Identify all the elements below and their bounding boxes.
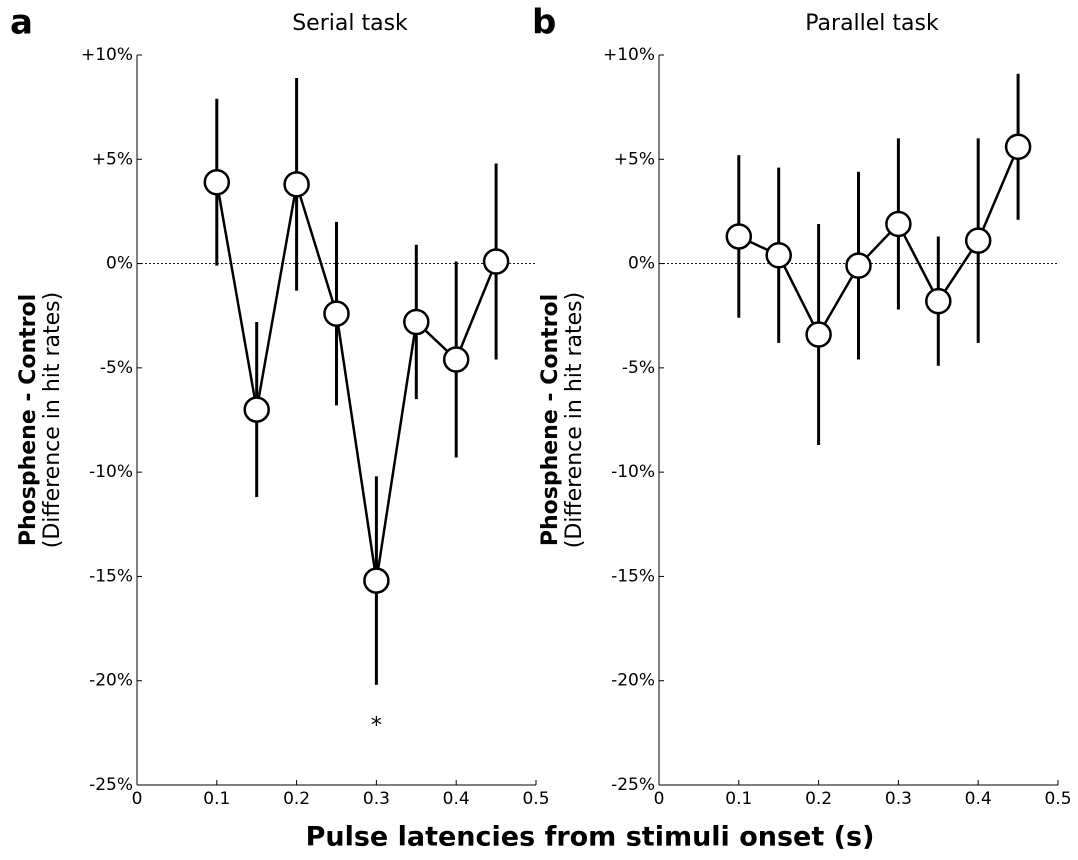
y-axis-label: Phosphene - Control [16,294,41,546]
x-tick-label: 0.2 [283,789,310,809]
x-tick-label: 0 [132,789,143,809]
x-tick-label: 0.4 [965,789,992,809]
data-point [805,321,832,348]
data-point [363,567,390,594]
data-point [323,300,350,327]
y-tick-label: -20% [611,671,655,691]
data-point [845,252,872,279]
x-tick-label: 0.1 [203,789,230,809]
data-point [482,248,510,275]
data-point [964,227,992,254]
data-point [442,346,470,373]
y-tick-label: -25% [89,775,133,795]
y-tick-label: 0% [106,254,133,274]
y-tick-label: -15% [89,566,133,586]
y-tick-label: +10% [81,45,133,65]
data-point [403,308,430,336]
panel-label: a [10,3,33,43]
x-tick-label: 0.5 [522,789,549,809]
data-point [283,171,310,198]
x-tick-label: 0.2 [805,789,832,809]
chart-title: Parallel task [805,11,939,36]
data-line [215,182,498,581]
y-tick-label: -10% [89,462,133,482]
y-tick-label: -15% [611,566,655,586]
y-tick-label: -25% [611,775,655,795]
data-point [243,396,270,423]
data-point [765,241,792,269]
x-axis-label: Pulse latencies from stimuli onset (s) [306,822,875,853]
x-tick-label: 0.3 [885,789,912,809]
x-tick-label: 0.3 [363,789,390,809]
data-point [885,210,912,238]
x-tick-label: 0.1 [725,789,752,809]
y-tick-label: +10% [603,45,655,65]
x-tick-label: 0.5 [1044,789,1071,809]
y-tick-label: -20% [89,671,133,691]
y-axis-label: Phosphene - Control [538,294,563,546]
y-tick-label: -5% [622,358,655,378]
data-point [203,168,231,196]
y-tick-label: +5% [614,149,655,169]
chart-title: Serial task [292,11,408,36]
y-tick-label: -10% [611,462,655,482]
data-point [725,223,753,250]
data-point [925,287,952,315]
y-axis-label: (Difference in hit rates) [562,292,587,548]
panel-label: b [532,3,556,43]
annotation: * [371,713,382,738]
x-tick-label: 0.4 [443,789,470,809]
data-point [1004,133,1032,161]
y-tick-label: +5% [92,149,133,169]
y-tick-label: 0% [628,254,655,274]
y-axis-label: (Difference in hit rates) [40,292,65,548]
x-tick-label: 0 [654,789,665,809]
y-tick-label: -5% [100,358,133,378]
